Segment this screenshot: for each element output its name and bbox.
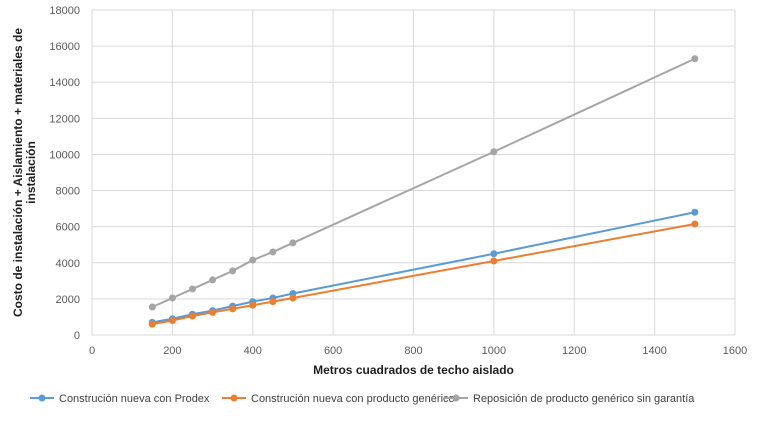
data-point xyxy=(249,256,257,264)
legend-marker xyxy=(230,394,238,402)
series-line-2 xyxy=(151,57,696,308)
y-tick-label: 4000 xyxy=(56,258,80,270)
x-tick-label: 800 xyxy=(404,345,422,357)
x-tick-label: 0 xyxy=(89,345,95,357)
y-tick-label: 2000 xyxy=(56,294,80,306)
data-point xyxy=(168,317,176,325)
legend-label: Construción nueva con producto genérico xyxy=(251,393,455,405)
y-tick-label: 6000 xyxy=(56,222,80,234)
y-tick-label: 0 xyxy=(74,330,80,342)
x-tick-label: 1200 xyxy=(562,345,586,357)
legend-label: Construción nueva con Prodex xyxy=(59,393,210,405)
x-tick-label: 1000 xyxy=(482,345,506,357)
data-point xyxy=(209,308,217,316)
series-line-1 xyxy=(152,222,695,326)
data-point xyxy=(188,312,196,320)
x-tick-label: 600 xyxy=(324,345,342,357)
data-point xyxy=(148,320,156,328)
data-point xyxy=(168,294,176,302)
y-tick-label: 10000 xyxy=(49,149,80,161)
data-point xyxy=(249,301,257,309)
data-point xyxy=(490,250,498,258)
data-point xyxy=(269,248,277,256)
y-axis-title: instalación xyxy=(24,141,38,204)
y-tick-label: 16000 xyxy=(49,41,80,53)
data-point xyxy=(691,55,699,63)
legend-marker xyxy=(452,394,460,402)
data-point xyxy=(229,267,237,275)
data-point xyxy=(490,148,498,156)
y-tick-label: 14000 xyxy=(49,77,80,89)
data-point xyxy=(691,208,699,216)
data-point xyxy=(229,305,237,313)
data-point xyxy=(691,220,699,228)
data-point xyxy=(289,294,297,302)
data-point xyxy=(209,276,217,284)
x-axis-title: Metros cuadrados de techo aislado xyxy=(313,363,514,377)
y-axis-title: Costo de instalación + Aislamiento + mat… xyxy=(11,28,25,317)
x-tick-label: 1600 xyxy=(723,345,747,357)
legend-label: Reposición de producto genérico sin gara… xyxy=(473,393,695,405)
y-tick-label: 18000 xyxy=(49,5,80,17)
series-line-0 xyxy=(152,211,696,324)
legend-marker xyxy=(38,394,46,402)
data-point xyxy=(289,239,297,247)
x-tick-label: 1400 xyxy=(642,345,666,357)
x-tick-label: 400 xyxy=(244,345,262,357)
x-tick-label: 200 xyxy=(163,345,181,357)
data-point xyxy=(490,257,498,265)
y-tick-label: 12000 xyxy=(49,113,80,125)
data-point xyxy=(269,298,277,306)
data-point xyxy=(188,285,196,293)
y-tick-label: 8000 xyxy=(56,186,80,198)
data-point xyxy=(148,303,156,311)
